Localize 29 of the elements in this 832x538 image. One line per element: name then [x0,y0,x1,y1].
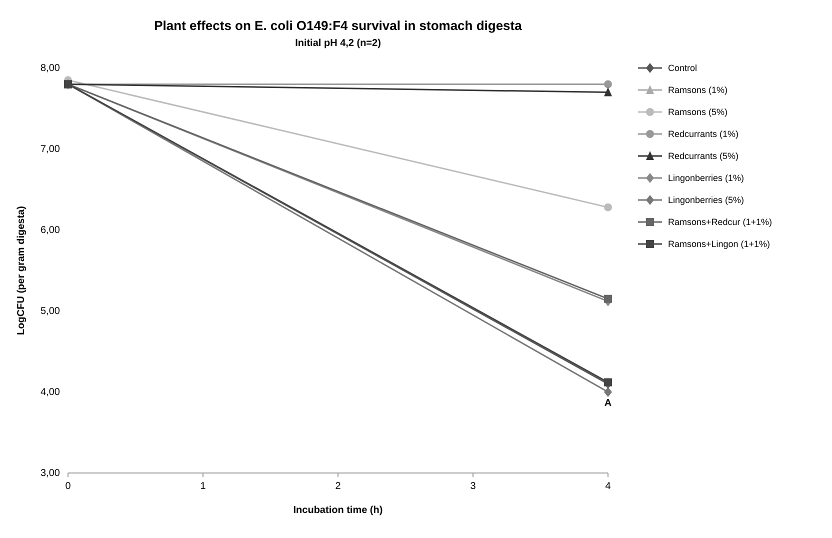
x-tick-label: 4 [605,481,612,492]
y-tick-label: 3,00 [40,468,60,479]
point [604,203,612,212]
point [604,387,612,397]
y-tick-label: 4,00 [40,387,60,398]
point [604,294,612,303]
y-tick-label: 5,00 [40,306,60,317]
x-axis-title: Incubation time (h) [293,505,383,516]
annotation: A [604,398,612,410]
x-tick-label: 3 [470,481,476,492]
legend-label: Redcurrants (5%) [668,151,739,161]
legend-label: Lingonberries (5%) [668,195,744,205]
x-tick-label: 0 [65,481,72,492]
y-tick-label: 8,00 [40,63,60,74]
y-axis-title: LogCFU (per gram digesta) [16,206,27,335]
x-tick-label: 1 [200,481,206,492]
chart-subtitle: Initial pH 4,2 (n=2) [295,38,381,49]
legend-label: Redcurrants (1%) [668,129,739,139]
legend-label: Ramsons (5%) [668,107,728,117]
legend-label: Ramsons+Lingon (1+1%) [668,239,770,249]
point [604,80,612,88]
legend-label: Ramsons (1%) [668,85,728,95]
y-tick-label: 6,00 [40,225,60,236]
x-tick-label: 2 [335,481,342,492]
legend-label: Ramsons+Redcur (1+1%) [668,217,772,227]
legend-label: Control [668,63,698,73]
legend-label: Lingonberries (1%) [668,173,744,183]
y-tick-label: 7,00 [40,144,60,155]
chart-title: Plant effects on E. coli O149:F4 survival in stomach digesta [154,18,523,33]
